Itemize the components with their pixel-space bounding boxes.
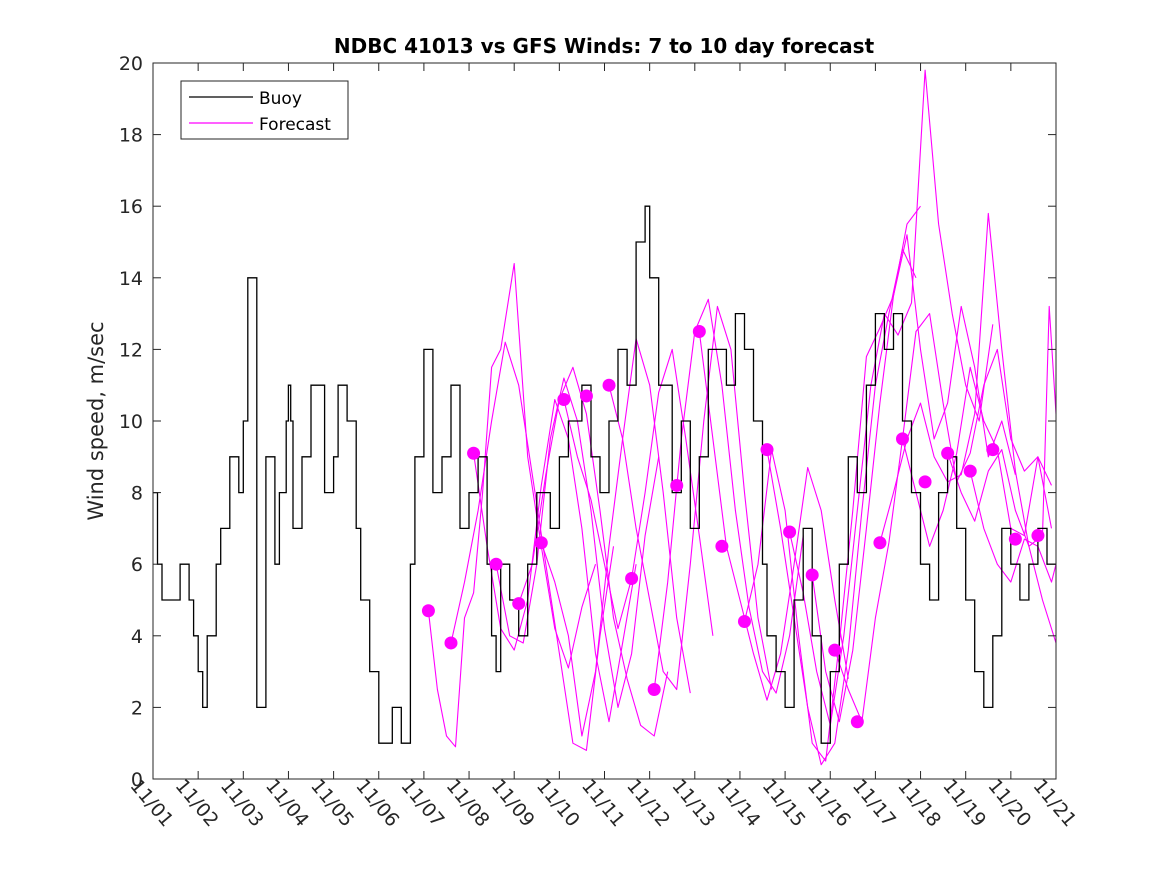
x-tick-label: 11/02 [171,775,223,831]
y-tick-label: 0 [131,769,143,791]
legend-box [180,80,349,140]
forecast-marker [828,643,842,657]
x-tick-label: 11/16 [803,775,855,831]
forecast-run-line [947,305,1057,547]
x-tick-label: 11/14 [713,775,765,831]
forecast-marker [895,432,909,446]
forecast-marker [805,568,819,582]
forecast-marker [467,446,481,460]
forecast-marker [670,478,684,492]
forecast-run-line [608,305,773,691]
x-tick-label: 11/06 [351,775,403,831]
forecast-run-line [427,262,597,748]
y-tick-label: 18 [119,125,143,147]
x-tick-label: 11/10 [532,775,584,831]
forecast-marker [557,393,571,407]
x-tick-label: 11/18 [893,775,945,831]
y-tick-label: 16 [119,196,143,218]
x-tick-label: 11/03 [216,775,268,831]
x-tick-label: 11/15 [758,775,810,831]
forecast-run-line [563,348,714,636]
y-tick-label: 2 [131,697,143,719]
y-tick-label: 6 [131,554,143,576]
x-tick-label: 11/21 [1029,775,1081,831]
buoy-line [153,205,1056,744]
forecast-marker [602,378,616,392]
y-axis-label: Wind speed, m/sec [84,321,108,520]
forecast-marker [625,572,639,586]
forecast-marker [737,614,751,628]
forecast-run-line [495,377,660,708]
x-tick-label: 11/12 [622,775,674,831]
x-tick-label: 11/08 [442,775,494,831]
x-tick-label: 11/01 [126,775,178,831]
forecast-marker [760,443,774,457]
forecast-marker [941,446,955,460]
forecast-marker [1031,529,1045,543]
forecast-run-line [540,338,691,737]
x-tick-label: 11/05 [306,775,358,831]
forecast-run-line [450,341,615,751]
y-tick-label: 12 [119,339,143,361]
x-tick-label: 11/19 [938,775,990,831]
forecast-marker [986,443,1000,457]
forecast-marker [444,636,458,650]
forecast-run-line [698,331,849,701]
forecast-marker [850,715,864,729]
forecast-marker [963,464,977,478]
y-tick-label: 20 [119,53,143,75]
x-tick-label: 11/04 [261,775,313,831]
forecast-marker [692,325,706,338]
y-tick-label: 4 [131,626,143,648]
forecast-run-line [969,470,1057,583]
forecast-marker [783,525,797,539]
x-tick-label: 11/09 [487,775,539,831]
forecast-run-line [834,313,1053,723]
x-tick-label: 11/11 [577,775,629,831]
forecast-marker [715,539,729,553]
x-tick-label: 11/13 [667,775,719,831]
forecast-marker [647,683,661,696]
legend-label-forecast: Forecast [259,115,331,135]
x-tick-label: 11/17 [848,775,900,831]
forecast-marker [873,536,887,550]
forecast-run-line [901,366,1052,547]
forecast-marker [421,604,435,618]
chart-title: NDBC 41013 vs GFS Winds: 7 to 10 day for… [334,34,875,58]
forecast-run-line [789,69,994,726]
y-tick-label: 10 [119,411,143,433]
forecast-marker [1008,532,1022,546]
x-tick-label: 11/07 [396,775,448,831]
y-tick-label: 8 [131,483,143,505]
forecast-run-line [879,212,1057,644]
x-tick-label: 11/20 [983,775,1035,831]
forecast-run-line [766,248,917,766]
forecast-run-line [653,298,804,694]
forecast-marker [534,536,548,550]
legend-label-buoy: Buoy [259,89,302,109]
forecast-marker [918,475,932,489]
y-tick-label: 14 [119,268,143,290]
forecast-marker [512,597,526,611]
legend: Buoy Forecast [180,80,349,140]
forecast-marker [489,557,503,571]
forecast-run-line [518,366,669,737]
forecast-marker [579,389,593,403]
